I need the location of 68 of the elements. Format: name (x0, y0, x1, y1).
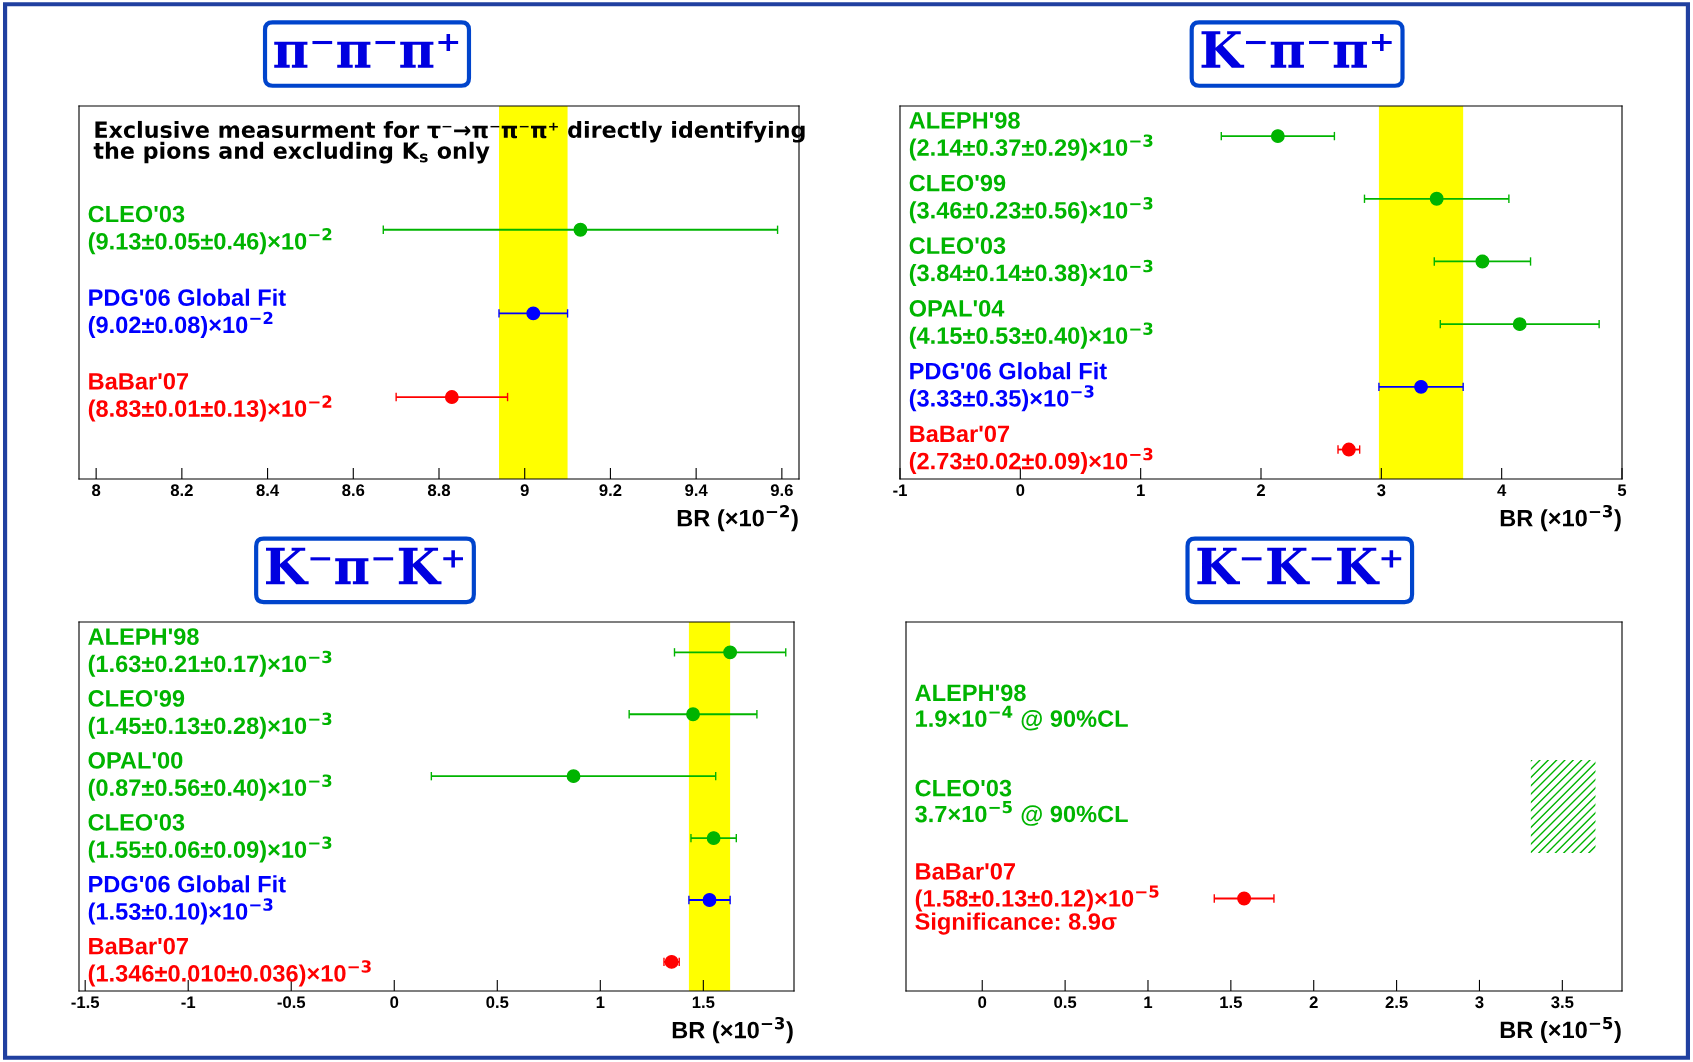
x-tick-label: 1 (1137, 484, 1145, 496)
x-tick-label: 3.5 (1551, 996, 1574, 1009)
x-tick-label: 9.2 (599, 484, 622, 497)
y-tick-label: PDG'06 Global Fit (9.02±0.08)×10$^{−2}$ (88, 288, 286, 338)
x-tick-label: -1 (181, 996, 196, 1008)
x-tick-label: 3 (1475, 996, 1484, 1009)
x-tick-label: 0 (978, 996, 987, 1009)
y-tick-label: ALEPH'98 (2.14±0.37±0.29)×10$^{−3}$ (909, 111, 1153, 161)
x-axis-title: BR (×10$^{−3}$) (1500, 504, 1621, 532)
y-tick-label: CLEO'03 3.7×10$^{−5}$ @ 90%CL (915, 779, 1128, 826)
chart-title: K⁻K⁻K⁺ (1197, 547, 1402, 585)
point (1475, 254, 1490, 269)
x-tick-label: -1.5 (71, 996, 100, 1009)
x-tick-label: -0.5 (277, 996, 306, 1009)
x-tick-label: 0.5 (1054, 996, 1077, 1009)
y-tick-label: BaBar'07 (1.346±0.010±0.036)×10$^{−3}$ (88, 937, 371, 987)
chart-title: K⁻π⁻π⁺ (1201, 31, 1392, 68)
point (706, 831, 721, 846)
x-tick-label: 3 (1377, 484, 1386, 497)
x-tick-label: 2 (1309, 996, 1318, 1008)
x-tick-label: -1 (893, 484, 907, 496)
x-tick-label: 9.4 (685, 484, 708, 497)
x-tick-label: 4 (1497, 484, 1507, 496)
x-tick-label: 5 (1617, 484, 1627, 497)
point (1429, 191, 1444, 206)
x-tick-label: 2 (1256, 484, 1265, 496)
point (1512, 317, 1527, 332)
y-tick-label: CLEO'03 (3.84±0.14±0.38)×10$^{−3}$ (909, 237, 1153, 286)
x-tick-label: 8.6 (342, 484, 365, 497)
y-tick-label: PDG'06 Global Fit (1.53±0.10)×10$^{−3}$ (88, 875, 286, 925)
point (1414, 379, 1428, 394)
y-tick-label: CLEO'99 (3.46±0.23±0.56)×10$^{−3}$ (909, 174, 1153, 224)
x-tick-label: 1.5 (692, 996, 715, 1009)
x-tick-label: 1 (596, 996, 605, 1008)
x-tick-label: 2.5 (1385, 996, 1408, 1009)
chart-title: K⁻π⁻K⁺ (266, 547, 463, 585)
point (723, 645, 738, 660)
category-label: BaBar'07 (1.58±0.13±0.12)×10$^{−5}$ Significance: 8.9σ (915, 863, 1159, 935)
x-axis-title: BR (×10$^{−5}$) (1500, 1016, 1621, 1043)
x-tick-label: 8.2 (170, 484, 193, 497)
point (566, 769, 581, 784)
y-tick-label: BaBar'07 (8.83±0.01±0.13)×10$^{−2}$ (88, 372, 332, 422)
y-tick-label: OPAL'04 (4.15±0.53±0.40)×10$^{−3}$ (909, 300, 1153, 349)
point (702, 893, 717, 907)
point (1341, 442, 1356, 457)
point (1270, 129, 1285, 144)
x-tick-label: 8.4 (256, 484, 280, 497)
y-tick-label: PDG'06 Global Fit (3.33±0.35)×10$^{−3}$ (909, 362, 1107, 412)
x-axis-title: BR (×10$^{−2}$) (677, 504, 798, 532)
y-tick-label: ALEPH'98 1.9×10$^{−4}$ @ 90%CL (915, 684, 1128, 731)
y-tick-label: BaBar'07 (2.73±0.02±0.09)×10$^{−3}$ (909, 425, 1153, 475)
y-tick-label: CLEO'03 (9.13±0.05±0.46)×10$^{−2}$ (88, 205, 332, 255)
x-tick-label: 0 (1016, 484, 1025, 497)
point (686, 707, 700, 722)
x-tick-label: 0 (390, 996, 399, 1009)
y-tick-label: CLEO'99 (1.45±0.13±0.28)×10$^{−3}$ (88, 690, 332, 739)
x-tick-label: 0.5 (486, 996, 509, 1009)
chart-title: π⁻π⁻π⁺ (274, 33, 459, 68)
x-tick-label: 9.6 (770, 484, 793, 497)
x-tick-label: 1 (1144, 996, 1153, 1008)
x-tick-label: 9 (520, 484, 529, 497)
x-axis-title: BR (×10$^{−3}$) (672, 1016, 793, 1044)
y-tick-label: OPAL'00 (0.87±0.56±0.40)×10$^{−3}$ (88, 752, 332, 801)
x-tick-label: 8 (92, 484, 101, 497)
y-tick-label: CLEO'03 (1.55±0.06±0.09)×10$^{−3}$ (88, 813, 332, 863)
y-tick-label: ALEPH'98 (1.63±0.21±0.17)×10$^{−3}$ (88, 628, 332, 677)
x-tick-label: 1.5 (1220, 996, 1242, 1009)
x-tick-label: 8.8 (427, 484, 451, 497)
